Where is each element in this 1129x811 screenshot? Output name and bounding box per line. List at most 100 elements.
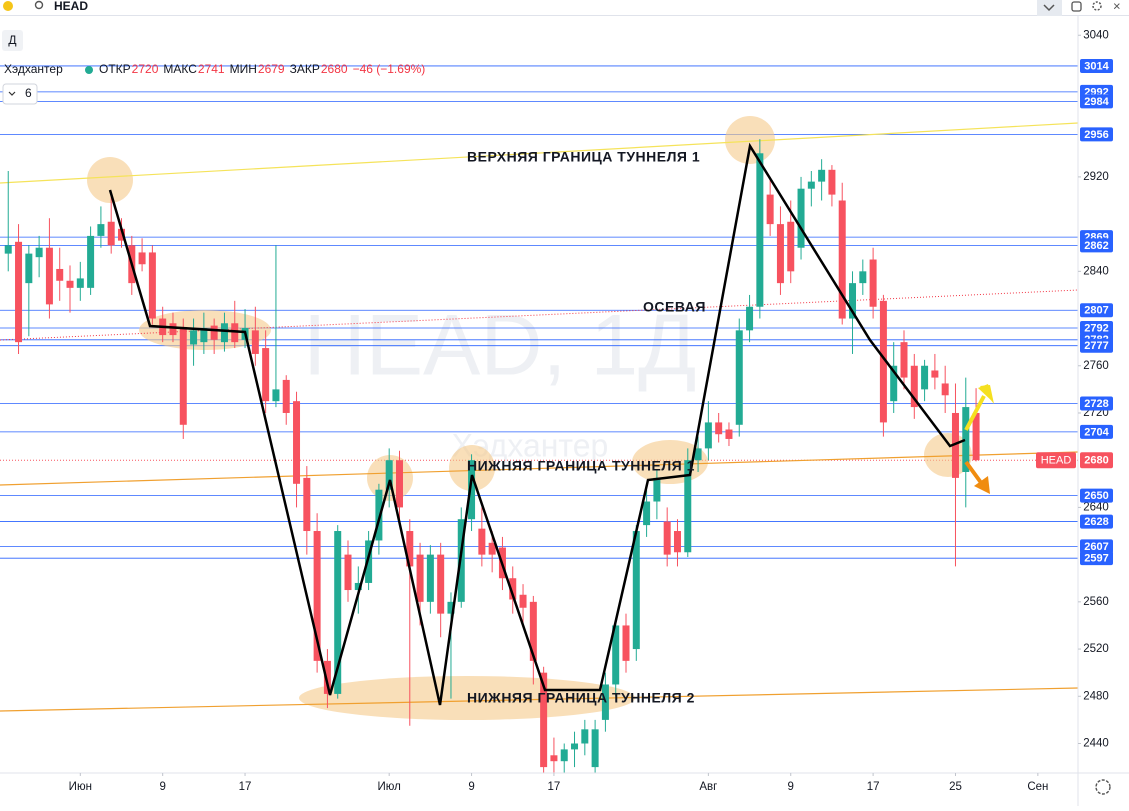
candle-body bbox=[138, 252, 146, 265]
y-tick-label: 3040 bbox=[1083, 29, 1109, 41]
arrow-down bbox=[964, 460, 984, 486]
x-tick-label: Июл bbox=[378, 781, 401, 793]
candle-body bbox=[828, 169, 836, 195]
candle-body bbox=[612, 625, 620, 685]
candle-body bbox=[282, 379, 290, 413]
candle-body bbox=[169, 323, 177, 336]
level-label-box bbox=[1080, 551, 1113, 566]
dropdown-icon bbox=[1043, 4, 1055, 12]
candle-body bbox=[426, 554, 434, 602]
candle-body bbox=[663, 521, 671, 555]
level-label: 2862 bbox=[1084, 240, 1108, 252]
toolbar bbox=[0, 0, 1129, 16]
candle-body bbox=[334, 531, 342, 694]
y-tick-label: 2840 bbox=[1083, 265, 1109, 277]
arrow-up bbox=[964, 395, 986, 431]
candle-body bbox=[190, 330, 198, 345]
candle-body bbox=[632, 531, 640, 650]
candle-body bbox=[807, 181, 815, 189]
highlight bbox=[725, 116, 775, 164]
candle-body bbox=[210, 325, 218, 340]
settings-button[interactable] bbox=[1092, 1, 1102, 11]
candle-body bbox=[385, 460, 393, 490]
legend-open-label: ОТКР bbox=[99, 62, 131, 76]
candle-body bbox=[107, 221, 115, 246]
interval: Д bbox=[8, 33, 16, 47]
y-tick-label: 2920 bbox=[1083, 171, 1109, 183]
candle-body bbox=[488, 542, 496, 555]
candle-body bbox=[581, 729, 589, 744]
candle-body bbox=[704, 422, 712, 449]
legend-open: 2720 bbox=[132, 62, 159, 76]
level-label: 2650 bbox=[1084, 490, 1108, 502]
symbol-search[interactable]: HEAD bbox=[54, 0, 88, 13]
candle-body bbox=[344, 554, 352, 591]
candle-body bbox=[797, 188, 805, 248]
window-button[interactable] bbox=[1071, 1, 1082, 12]
level-label-box bbox=[1080, 539, 1113, 554]
level-label: 2792 bbox=[1084, 322, 1108, 334]
candle-body bbox=[45, 247, 53, 305]
x-tick-label: 17 bbox=[239, 781, 252, 793]
x-tick-label: 9 bbox=[788, 781, 794, 793]
candle-body bbox=[735, 330, 743, 425]
level-label-box bbox=[1080, 514, 1113, 529]
candle-body bbox=[200, 327, 208, 343]
indicators-toggle[interactable] bbox=[2, 83, 38, 105]
level-label: 3014 bbox=[1084, 60, 1109, 72]
candle-body bbox=[571, 743, 579, 750]
arrow-up-head bbox=[980, 385, 994, 404]
level-label: 2704 bbox=[1084, 426, 1109, 438]
highlight bbox=[299, 676, 635, 720]
legend-name: Хэдхантер bbox=[4, 62, 63, 76]
candle-body bbox=[251, 330, 259, 354]
legend-low-label: МИН bbox=[230, 62, 257, 76]
candle-body bbox=[365, 540, 373, 583]
candle-body bbox=[416, 554, 424, 602]
last-price-label: 2680 bbox=[1084, 455, 1108, 467]
annotation: ВЕРХНЯЯ ГРАНИЦА ТУННЕЛЯ 1 bbox=[467, 149, 700, 165]
candle-body bbox=[653, 477, 661, 502]
candle-body bbox=[818, 169, 826, 182]
candle-body bbox=[838, 200, 846, 319]
candle-body bbox=[684, 460, 692, 553]
candle-body bbox=[56, 268, 64, 281]
legend-high-label: МАКС bbox=[163, 62, 197, 76]
live-dot bbox=[85, 66, 93, 74]
candle-body bbox=[354, 582, 362, 591]
candle-body bbox=[776, 224, 784, 284]
candle-body bbox=[395, 460, 403, 508]
candle-body bbox=[293, 401, 301, 484]
candle-body bbox=[879, 300, 887, 423]
last-price-symbol: HEAD bbox=[1041, 455, 1072, 467]
y-tick-label: 2760 bbox=[1083, 360, 1109, 372]
level-label-box bbox=[1080, 238, 1113, 253]
legend-high: 2741 bbox=[198, 62, 225, 76]
candle-body bbox=[148, 252, 156, 319]
candle-body bbox=[787, 221, 795, 272]
last-price-box bbox=[1080, 452, 1113, 469]
candle-body bbox=[25, 253, 33, 284]
level-label-box bbox=[1080, 94, 1113, 109]
annotation: НИЖНЯЯ ГРАНИЦА ТУННЕЛЯ 1 bbox=[467, 458, 695, 474]
level-label-box bbox=[1080, 303, 1113, 318]
candle-body bbox=[972, 412, 980, 461]
search-icon[interactable] bbox=[34, 0, 44, 10]
candle-body bbox=[35, 247, 43, 258]
candle-body bbox=[550, 755, 558, 762]
tunnel-2-lower bbox=[0, 687, 1078, 712]
axis-settings[interactable] bbox=[1095, 779, 1111, 795]
annotation: ОСЕВАЯ bbox=[643, 299, 706, 315]
candle-body bbox=[869, 259, 877, 307]
close-button[interactable]: × bbox=[1113, 0, 1121, 13]
candle-body bbox=[66, 280, 74, 288]
dropdown[interactable] bbox=[1037, 0, 1062, 16]
legend-low: 2679 bbox=[258, 62, 285, 76]
x-tick-label: 17 bbox=[867, 781, 880, 793]
annotation: НИЖНЯЯ ГРАНИЦА ТУННЕЛЯ 2 bbox=[467, 690, 695, 706]
legend-close-label: ЗАКР bbox=[290, 62, 320, 76]
candle-body bbox=[375, 489, 383, 541]
x-tick-label: Авг bbox=[699, 781, 717, 793]
interval-button[interactable] bbox=[2, 30, 23, 51]
